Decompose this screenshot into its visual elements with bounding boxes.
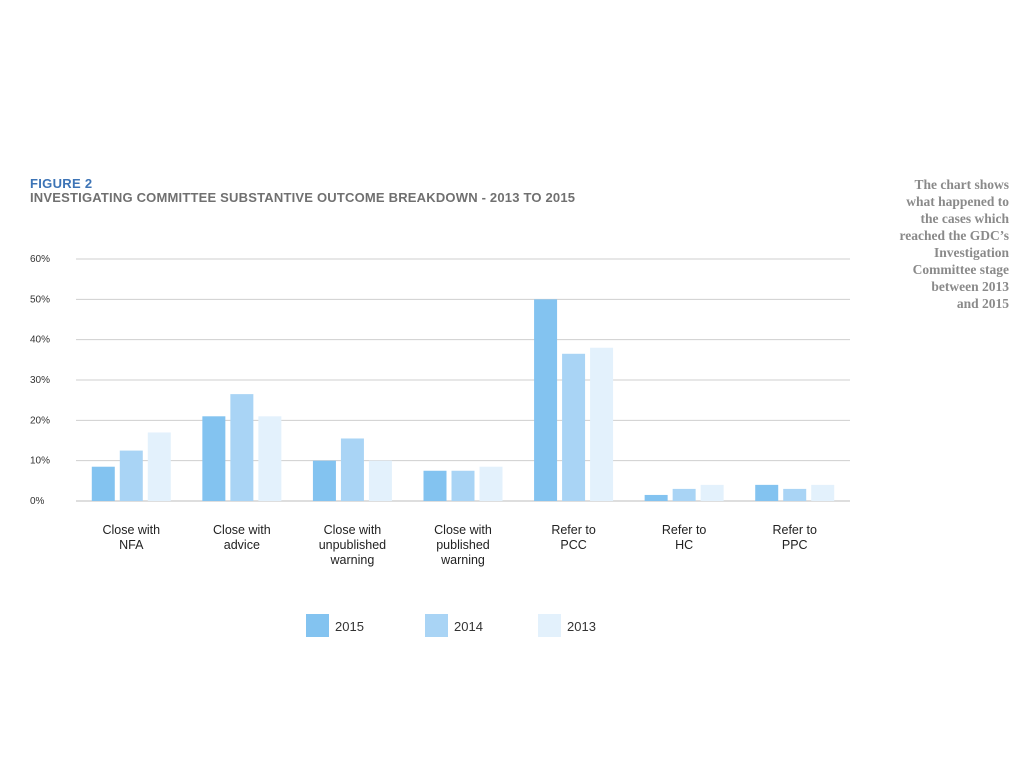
x-tick-label: Refer to PPC — [772, 523, 817, 552]
bar — [368, 460, 392, 501]
legend-label: 2013 — [567, 619, 596, 634]
legend-swatch — [538, 614, 561, 637]
bar — [700, 484, 724, 501]
legend-label: 2014 — [454, 619, 483, 634]
bar — [562, 353, 586, 501]
legend: 2015 2014 2013 — [306, 614, 596, 637]
x-tick-label: Close with unpublished warning — [319, 523, 386, 567]
y-tick-label: 30% — [30, 375, 50, 386]
bar — [119, 450, 143, 501]
bar — [534, 299, 558, 501]
bar — [672, 488, 696, 501]
bar — [644, 494, 668, 501]
y-tick-label: 10% — [30, 456, 50, 467]
bar — [451, 470, 475, 501]
bar — [202, 416, 226, 501]
axis-labels: 0% 10% 20% 30% 40% 50% 60% Close with NFA Close w… — [30, 254, 817, 567]
bar — [230, 394, 254, 501]
x-tick-label: Close with published warning — [434, 523, 492, 567]
x-tick-label: Close with NFA — [102, 523, 160, 552]
bar — [147, 432, 171, 501]
legend-swatch — [306, 614, 329, 637]
bar — [590, 347, 614, 501]
x-tick-label: Refer to HC — [662, 523, 707, 552]
bar — [479, 466, 503, 501]
y-tick-label: 40% — [30, 335, 50, 346]
x-tick-label: Refer to PCC — [551, 523, 596, 552]
bar — [755, 484, 779, 501]
figure-label: FIGURE 2 — [30, 176, 93, 191]
bars — [91, 299, 835, 501]
bar — [783, 488, 807, 501]
y-tick-label: 0% — [30, 496, 45, 507]
grid-lines — [76, 258, 850, 502]
bar — [423, 470, 447, 501]
legend-swatch — [425, 614, 448, 637]
y-tick-label: 60% — [30, 254, 50, 265]
bar — [312, 460, 336, 501]
side-note: The chart shows what happened to the cas… — [899, 177, 1009, 311]
bar — [258, 416, 282, 501]
bar — [91, 466, 115, 501]
legend-label: 2015 — [335, 619, 364, 634]
bar — [811, 484, 835, 501]
bar — [340, 438, 364, 501]
x-tick-label: Close with advice — [213, 523, 271, 552]
chart-title: INVESTIGATING COMMITTEE SUBSTANTIVE OUTC… — [30, 190, 576, 205]
y-tick-label: 50% — [30, 294, 50, 305]
y-tick-label: 20% — [30, 415, 50, 426]
